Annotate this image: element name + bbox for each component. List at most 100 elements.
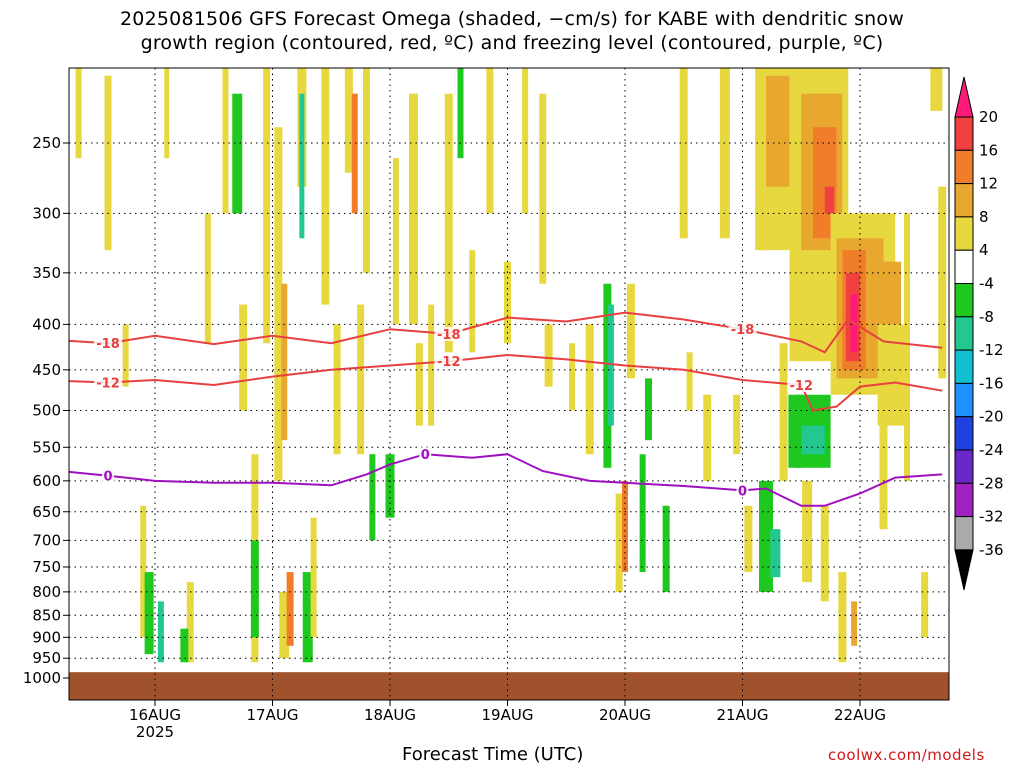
- contour-label: -12: [790, 379, 814, 394]
- contour-line: [69, 453, 943, 507]
- omega-cell: [522, 68, 529, 214]
- omega-cell: [279, 591, 290, 659]
- omega-cell: [719, 68, 730, 239]
- omega-cell: [744, 505, 753, 573]
- colorbar-swatch: [954, 449, 974, 484]
- omega-cell: [164, 68, 170, 159]
- y-tick-label: 650: [32, 503, 61, 521]
- omega-cell: [585, 324, 594, 455]
- omega-cell: [824, 186, 835, 214]
- y-tick-label: 800: [32, 583, 61, 601]
- omega-cell: [104, 75, 112, 251]
- colorbar-swatch: [954, 183, 974, 218]
- x-axis-ticks: 16AUG 17AUG 18AUG 19AUG 20AUG 21AUG 22AUG 2025: [129, 700, 886, 741]
- contour-label-bg: [736, 483, 749, 498]
- omega-cell: [75, 68, 82, 159]
- colorbar-label: -12: [979, 341, 1004, 359]
- contour-label: -12: [96, 376, 120, 391]
- contour-line: [69, 311, 943, 354]
- colorbar-label: 16: [979, 141, 998, 159]
- y-tick-label: 550: [32, 438, 61, 456]
- omega-shading: [69, 68, 949, 700]
- omega-cell: [838, 572, 847, 663]
- y-tick-label: 250: [32, 134, 61, 152]
- contour-label-bg: [434, 326, 463, 341]
- colorbar-swatch: [954, 116, 974, 151]
- colorbar-label: 12: [979, 175, 998, 193]
- colorbar-swatch: [954, 283, 974, 318]
- x-tick-label: 20AUG: [599, 706, 651, 724]
- colorbar-swatch: [954, 316, 974, 351]
- omega-cell: [569, 343, 576, 411]
- colorbar-label: -8: [979, 308, 994, 326]
- omega-cell: [615, 493, 623, 592]
- omega-cell: [351, 93, 358, 214]
- omega-cell: [733, 394, 741, 455]
- contour-label-bg: [102, 468, 114, 483]
- y-tick-label: 450: [32, 361, 61, 379]
- omega-cell: [186, 582, 194, 663]
- contour-label: -18: [437, 328, 461, 343]
- contour-label-bg: [94, 336, 122, 351]
- x-tick-year: 2025: [136, 723, 174, 741]
- omega-cell: [544, 324, 553, 387]
- omega-cell: [645, 378, 652, 441]
- omega-cell: [703, 394, 712, 481]
- colorbar-swatch: [954, 382, 974, 418]
- omega-cell: [310, 517, 317, 638]
- colorbar-swatch: [954, 516, 974, 551]
- grid-lines: [69, 68, 949, 700]
- omega-cell: [232, 93, 243, 214]
- omega-cell: [239, 304, 248, 411]
- colorbar-label: 4: [979, 241, 989, 259]
- contour-label: 0: [738, 484, 747, 499]
- omega-cell: [820, 505, 829, 602]
- colorbar-swatch: [954, 416, 974, 451]
- omega-cell: [333, 324, 341, 455]
- omega-cell: [385, 454, 395, 518]
- colorbar-label: 20: [979, 108, 998, 126]
- contour-label-bg: [434, 354, 463, 369]
- omega-cell: [357, 304, 365, 455]
- contour-label: -18: [96, 337, 120, 352]
- omega-cell: [415, 343, 423, 426]
- omega-cell: [779, 343, 788, 481]
- omega-cell: [486, 68, 494, 214]
- omega-cell: [409, 93, 418, 325]
- y-tick-label: 900: [32, 628, 61, 646]
- omega-cell: [222, 68, 229, 214]
- omega-cell: [140, 505, 147, 638]
- colorbar-swatch: [954, 216, 974, 251]
- colorbar-label: -32: [979, 508, 1004, 526]
- omega-cell: [281, 283, 288, 441]
- contour-label-bg: [728, 322, 757, 337]
- omega-cell: [626, 283, 635, 379]
- terrain-band: [69, 672, 949, 700]
- omega-cell: [144, 572, 154, 655]
- omega-cell: [759, 480, 773, 592]
- y-tick-label: 950: [32, 649, 61, 667]
- omega-cell: [157, 601, 164, 663]
- contour-label: 0: [103, 470, 112, 485]
- y-tick-label: 300: [32, 204, 61, 222]
- x-tick-label: 19AUG: [482, 706, 534, 724]
- y-tick-label: 1000: [23, 669, 61, 687]
- omega-cell: [369, 454, 376, 541]
- colorbar-swatch: [954, 349, 974, 384]
- colorbar-label: -36: [979, 541, 1004, 559]
- omega-cell: [363, 68, 370, 273]
- omega-cell: [879, 394, 888, 530]
- temperature-contours: -18 -18 -18 -12 -12 -12 0 0 0: [69, 311, 943, 507]
- colorbar-label: -28: [979, 474, 1004, 492]
- y-axis-ticks: 250 300 350 400 450 500 550 600 650 700 750 800 850 9…: [23, 134, 69, 687]
- omega-cell: [392, 158, 399, 325]
- omega-cell: [921, 572, 929, 638]
- x-tick-label: 16AUG: [129, 706, 181, 724]
- omega-cell: [686, 352, 693, 411]
- omega-cell: [607, 304, 614, 426]
- omega-cell: [286, 572, 294, 646]
- colorbar-label: -16: [979, 374, 1004, 392]
- contour-label-bg: [787, 377, 816, 392]
- colorbar-swatch: [954, 549, 974, 591]
- omega-cell: [603, 283, 612, 468]
